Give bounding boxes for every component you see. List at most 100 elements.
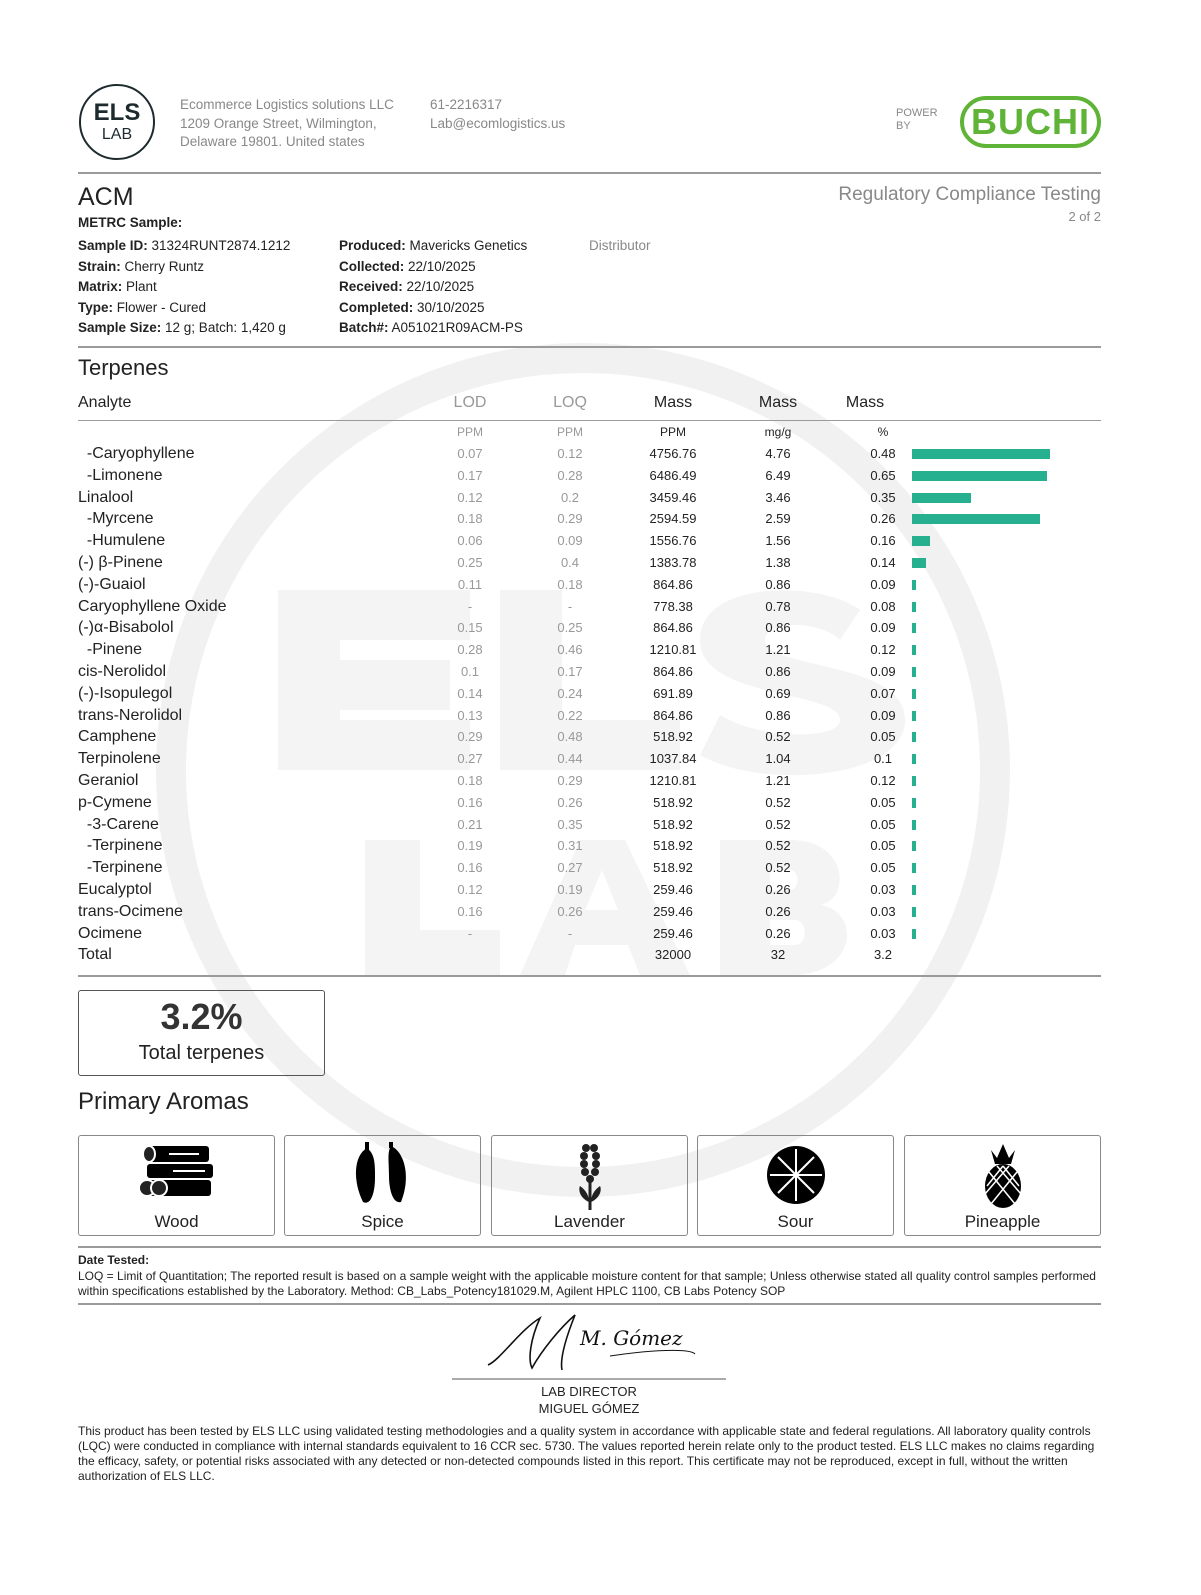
field-value: A051021R09ACM-PS: [388, 320, 523, 335]
lod: 0.12: [457, 882, 483, 897]
loq: 0.22: [557, 707, 583, 723]
total-terpenes-label: Total terpenes: [138, 1042, 265, 1064]
lod: 0.1: [460, 664, 480, 679]
analyte: (-)-Guaiol: [78, 575, 146, 593]
disclaimer: This product has been tested by ELS LLC …: [78, 1424, 1095, 1483]
field-label: Completed:: [339, 299, 414, 315]
mass-percent: 0.26: [870, 511, 896, 527]
mass-ppm: 259.46: [653, 903, 693, 919]
percent-bar: [912, 797, 917, 808]
percent-bar: [912, 601, 917, 612]
lod: 0.11: [457, 576, 483, 592]
lavender-icon: [579, 1144, 601, 1210]
table-row: -Terpinene 0.16 0.27 518.92 0.52 0.05: [0, 858, 1201, 878]
citrus-slice-icon: [767, 1146, 825, 1204]
percent-bar: [912, 623, 917, 634]
analyte: -3-Carene: [78, 815, 159, 833]
field-label: Batch#:: [339, 320, 389, 335]
mass-mg-g: 0.78: [765, 598, 791, 614]
aroma-spice: Spice: [284, 1135, 481, 1236]
mass-mg-g: 0.52: [765, 794, 791, 810]
mass-mg-g: 1.38: [765, 555, 791, 570]
aroma-pineapple: Pineapple: [904, 1135, 1101, 1236]
loq: 0.25: [557, 620, 583, 636]
email-link[interactable]: Lab@ecomlogistics.us: [430, 115, 566, 131]
mass-mg-g: 0.52: [765, 729, 791, 745]
loq: 0.28: [557, 467, 583, 483]
percent-bar: [912, 732, 917, 743]
mass-percent: 0.09: [870, 620, 896, 636]
mass-ppm: 1210.81: [649, 773, 697, 788]
analyte: Caryophyllene Oxide: [78, 597, 227, 615]
percent-bar: [912, 667, 917, 677]
lod: -: [467, 598, 473, 614]
mass-percent: 0.35: [870, 489, 896, 505]
mass-percent: 0.05: [870, 860, 896, 876]
mass-mg-g: 0.26: [765, 882, 791, 897]
loq: 0.48: [557, 729, 583, 745]
table-row: -Myrcene 0.18 0.29 2594.59 2.59 0.26: [0, 509, 1201, 529]
lod: 0.19: [457, 838, 483, 854]
mass-percent: 0.05: [870, 729, 896, 745]
table-row: -Pinene 0.28 0.46 1210.81 1.21 0.12: [0, 640, 1201, 660]
client-name: ACM: [78, 183, 134, 211]
loq: 0.44: [557, 751, 583, 767]
analyte: Terpinolene: [78, 750, 161, 768]
loq: 0.19: [557, 882, 583, 897]
loq: 0.4: [560, 555, 580, 570]
mass-percent: 0.05: [870, 794, 896, 810]
mass-ppm: 518.92: [653, 838, 693, 854]
method-notes: LOQ = Limit of Quantitation; The reporte…: [78, 1269, 1096, 1298]
field-label: Collected:: [339, 258, 405, 274]
analyte: Geraniol: [78, 772, 139, 789]
sample-details-col1: Sample ID: 31324RUNT2874.1212 Strain: Che…: [78, 236, 290, 339]
loq: 0.26: [557, 903, 583, 919]
mass-mg-g: 1.56: [765, 533, 791, 549]
field-label: Produced:: [339, 238, 406, 253]
signature-line: [452, 1378, 726, 1380]
percent-bar: [912, 688, 917, 699]
lod: 0.15: [457, 620, 483, 636]
analyte: (-)α-Bisabolol: [78, 619, 174, 637]
aroma-lavender: Lavender: [491, 1135, 688, 1236]
mass-percent: 0.05: [870, 838, 896, 854]
loq: 0.18: [557, 576, 583, 592]
aroma-wood: Wood: [78, 1135, 275, 1236]
mass-mg-g: 32: [770, 947, 786, 963]
mass-mg-g: 2.59: [765, 511, 791, 527]
loq: 0.29: [557, 773, 583, 788]
analyte: trans-Ocimene: [78, 902, 183, 920]
signature-handwritten: M. Gómez: [580, 1326, 683, 1350]
analyte: -Terpinene: [78, 837, 163, 855]
lod: 0.07: [457, 446, 483, 461]
table-row: Terpinolene 0.27 0.44 1037.84 1.04 0.1: [0, 749, 1201, 769]
mass-ppm: 864.86: [653, 576, 693, 592]
mass-percent: 0.03: [870, 925, 896, 941]
mass-ppm: 691.89: [653, 685, 693, 701]
loq: 0.26: [557, 794, 583, 810]
table-row: (-)α-Bisabolol 0.15 0.25 864.86 0.86 0.09: [0, 618, 1201, 638]
analyte: Camphene: [78, 728, 157, 746]
analyte: p-Cymene: [78, 793, 152, 811]
mass-ppm: 6486.49: [649, 467, 697, 483]
mass-percent: 0.03: [870, 903, 896, 919]
mass-mg-g: 0.26: [765, 925, 791, 941]
table-row: Camphene 0.29 0.48 518.92 0.52 0.05: [0, 727, 1201, 747]
mass-percent: 0.1: [873, 751, 893, 767]
analyte: -Myrcene: [78, 510, 154, 528]
mass-percent: 0.09: [870, 576, 896, 592]
mass-mg-g: 3.46: [765, 489, 791, 505]
mass-percent: 0.16: [870, 533, 896, 549]
percent-bar: [912, 579, 917, 590]
table-row: (-)-Isopulegol 0.14 0.24 691.89 0.69 0.07: [0, 684, 1201, 704]
signer-name: MIGUEL GÓMEZ: [538, 1401, 640, 1416]
sample-field: Type: Flower - Cured: [78, 298, 290, 319]
field-value: Cherry Runtz: [120, 258, 205, 274]
table-row: -Caryophyllene 0.07 0.12 4756.76 4.76 0.48: [0, 444, 1201, 464]
loq: 0.46: [557, 642, 583, 658]
mass-ppm: 1556.76: [649, 533, 697, 549]
mass-ppm: 518.92: [653, 794, 693, 810]
mass-mg-g: 0.86: [765, 664, 791, 679]
company-contact: 61-2216317 Lab@ecomlogistics.us: [430, 96, 565, 133]
sample-field: Sample Size: 12 g; Batch: 1,420 g: [78, 318, 290, 339]
